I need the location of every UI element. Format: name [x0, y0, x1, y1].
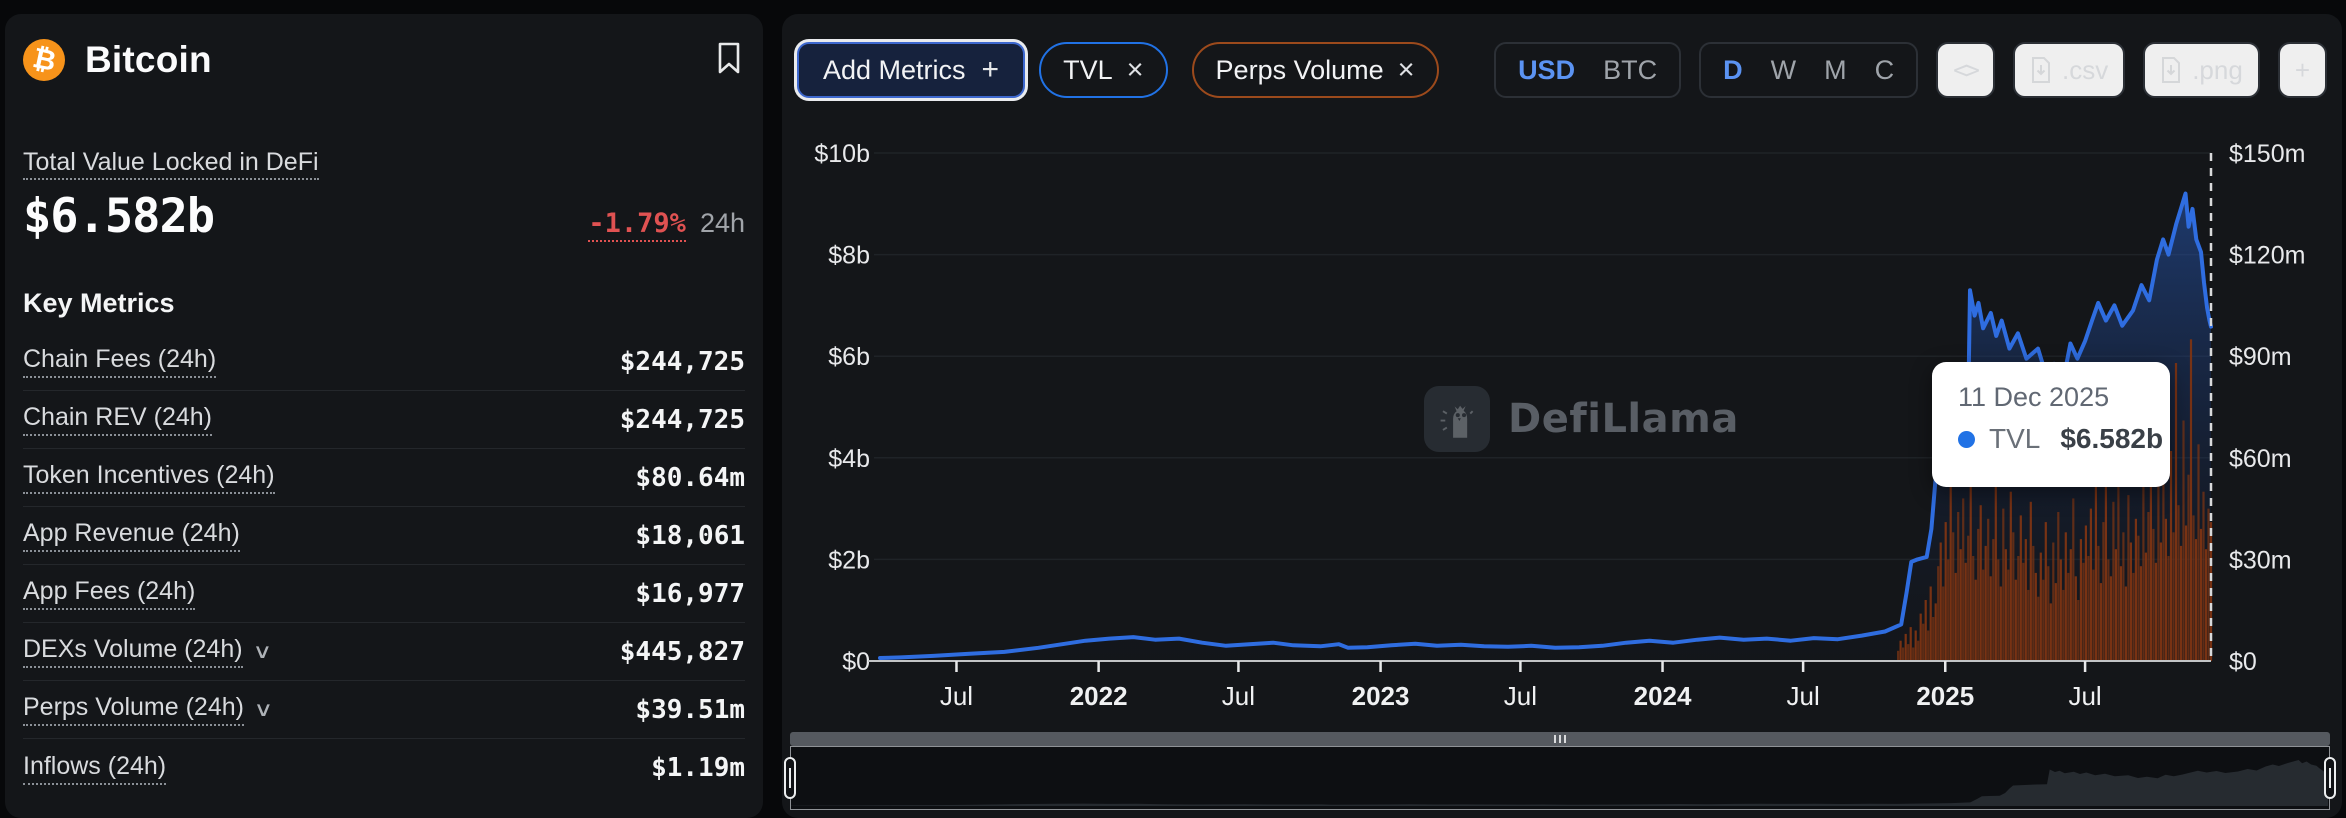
chart-range-navigator[interactable] [784, 746, 2336, 810]
range-handle-right[interactable] [2324, 757, 2336, 799]
coin-header: ₿ Bitcoin [23, 38, 745, 82]
tooltip-series-label: TVL [1989, 423, 2041, 454]
key-metrics-heading: Key Metrics [23, 288, 175, 318]
metric-chip-tvl[interactable]: TVL × [1039, 42, 1168, 98]
more-options-button[interactable]: + [2277, 42, 2327, 98]
metric-row[interactable]: Chain Fees (24h) $244,725 [23, 333, 745, 391]
tvl-change-period: 24h [699, 208, 745, 238]
metric-chip-perps-volume[interactable]: Perps Volume × [1191, 42, 1439, 98]
svg-text:$2b: $2b [828, 546, 870, 574]
chart-panel: Add Metrics + TVL × Perps Volume × USD BT… [782, 14, 2342, 818]
svg-text:Jul: Jul [2068, 681, 2101, 711]
tooltip-date: 11 Dec 2025 [1958, 382, 2110, 412]
tvl-value: $6.582b [23, 189, 215, 244]
bitcoin-icon: ₿ [23, 39, 65, 81]
svg-text:2023: 2023 [1352, 681, 1410, 711]
metric-value: $39.51m [635, 694, 745, 725]
svg-text:$6b: $6b [828, 343, 870, 371]
bookmark-icon[interactable] [713, 40, 745, 81]
svg-text:Jul: Jul [1504, 681, 1537, 711]
metric-value: $244,725 [619, 404, 745, 435]
plus-icon: + [981, 53, 1000, 86]
file-download-icon [2162, 57, 2181, 83]
svg-text:$0: $0 [842, 648, 870, 676]
svg-text:$8b: $8b [828, 242, 870, 270]
svg-text:$90m: $90m [2229, 343, 2292, 371]
tvl-perps-chart[interactable]: $10b $150m $8b $120m $6b $90m $4b $60m $2b $30m $0… [782, 14, 2342, 818]
metric-row[interactable]: Chain REV (24h) $244,725 [23, 391, 745, 449]
interval-c[interactable]: C [1874, 54, 1895, 85]
svg-text:$60m: $60m [2229, 445, 2292, 473]
range-handle-left[interactable] [784, 757, 796, 799]
currency-usd[interactable]: USD [1518, 54, 1576, 85]
interval-w[interactable]: W [1770, 54, 1797, 85]
add-metrics-button[interactable]: Add Metrics + [797, 42, 1026, 98]
key-metrics-list: Chain Fees (24h) $244,725 Chain REV (24h) $… [23, 333, 745, 797]
metric-label[interactable]: Chain Fees (24h) [23, 345, 217, 378]
tvl-change-badge: -1.79% [588, 208, 686, 242]
metric-value: $1.19m [651, 753, 745, 783]
svg-text:$0: $0 [2229, 648, 2257, 676]
svg-text:2025: 2025 [1916, 681, 1974, 711]
embed-chart-button[interactable]: <> [1936, 42, 1995, 98]
metric-value: $445,827 [619, 636, 745, 667]
interval-d[interactable]: D [1723, 54, 1743, 85]
metric-row[interactable]: Inflows (24h) $1.19m [23, 739, 745, 797]
file-download-icon [2031, 57, 2050, 83]
currency-toggle: USD BTC [1494, 42, 1682, 98]
chart-zoom-scrollbar[interactable] [790, 732, 2330, 746]
page-title: Bitcoin [85, 39, 212, 80]
download-png-button[interactable]: .png [2143, 42, 2260, 98]
svg-text:$30m: $30m [2229, 546, 2292, 574]
metric-row[interactable]: Token Incentives (24h) $80.64m [23, 449, 745, 507]
svg-text:2024: 2024 [1634, 681, 1692, 711]
download-csv-button[interactable]: .csv [2012, 42, 2126, 98]
tvl-headline: $6.582b -1.79% 24h [23, 189, 745, 244]
bitcoin-symbol: ₿ [29, 40, 59, 79]
close-icon[interactable]: × [1126, 53, 1144, 86]
tvl-series-dot [1958, 430, 1975, 448]
metric-label[interactable]: Inflows (24h) [23, 752, 167, 785]
metric-label[interactable]: Token Incentives (24h) [23, 461, 275, 494]
chevron-down-icon[interactable]: ∨ [251, 641, 272, 663]
svg-text:Jul: Jul [1222, 681, 1255, 711]
tvl-label: Total Value Locked in DeFi [23, 148, 745, 180]
currency-btc[interactable]: BTC [1603, 54, 1658, 85]
coin-summary-panel: ₿ Bitcoin Total Value Locked in DeFi $6.… [5, 14, 763, 818]
chart-tooltip: 11 Dec 2025 TVL $6.582b [1932, 362, 2170, 487]
chevron-down-icon[interactable]: ∨ [253, 699, 274, 721]
metric-label[interactable]: Perps Volume (24h) [23, 693, 244, 726]
add-metrics-label: Add Metrics [823, 54, 966, 85]
metric-value: $18,061 [635, 520, 745, 551]
metric-label[interactable]: App Revenue (24h) [23, 519, 240, 552]
close-icon[interactable]: × [1397, 53, 1415, 86]
interval-m[interactable]: M [1824, 54, 1847, 85]
metric-label[interactable]: DEXs Volume (24h) [23, 635, 243, 668]
svg-text:Jul: Jul [940, 681, 973, 711]
svg-text:2022: 2022 [1070, 681, 1128, 711]
tooltip-series-value: $6.582b [2060, 423, 2164, 454]
metric-row[interactable]: DEXs Volume (24h) ∨ $445,827 [23, 623, 745, 681]
svg-text:$120m: $120m [2229, 242, 2305, 270]
metric-label[interactable]: App Fees (24h) [23, 577, 196, 610]
metric-row[interactable]: App Fees (24h) $16,977 [23, 565, 745, 623]
metric-value: $16,977 [635, 578, 745, 609]
chart-toolbar: Add Metrics + TVL × Perps Volume × USD BT… [797, 42, 2327, 98]
svg-text:$4b: $4b [828, 445, 870, 473]
svg-text:Jul: Jul [1787, 681, 1820, 711]
metric-row[interactable]: Perps Volume (24h) ∨ $39.51m [23, 681, 745, 739]
svg-text:$10b: $10b [814, 140, 870, 168]
metric-row[interactable]: App Revenue (24h) $18,061 [23, 507, 745, 565]
metric-value: $244,725 [619, 346, 745, 377]
svg-text:$150m: $150m [2229, 140, 2305, 168]
code-icon: <> [1953, 56, 1980, 84]
metric-value: $80.64m [635, 462, 745, 493]
metric-label[interactable]: Chain REV (24h) [23, 403, 212, 436]
